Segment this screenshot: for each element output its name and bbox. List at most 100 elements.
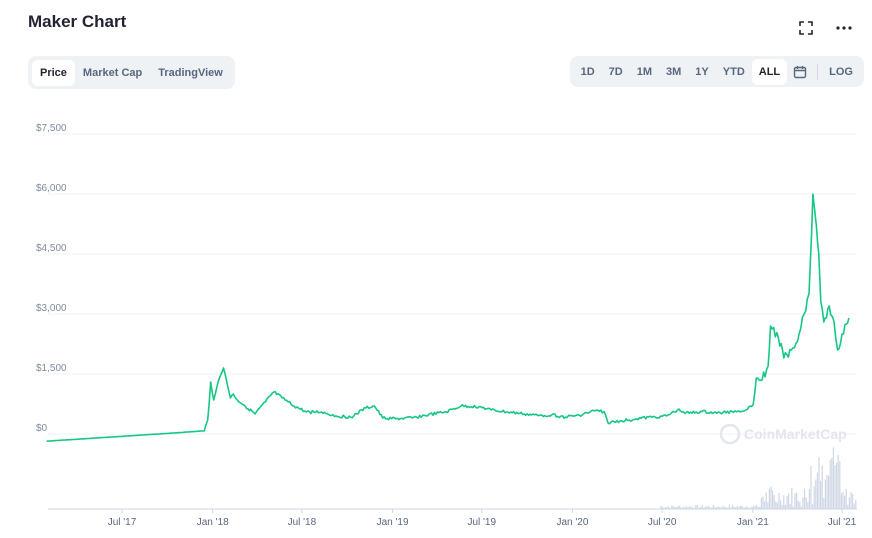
- volume-bar: [756, 505, 758, 509]
- volume-bar: [813, 486, 815, 509]
- volume-bar: [823, 498, 825, 509]
- volume-bar: [744, 507, 746, 509]
- volume-bar: [709, 507, 711, 509]
- volume-bar: [773, 495, 775, 509]
- volume-bar: [719, 507, 721, 509]
- volume-bar: [824, 479, 826, 509]
- volume-bar: [810, 465, 812, 509]
- volume-bar: [724, 506, 726, 509]
- volume-bar: [725, 506, 727, 509]
- coinmarketcap-watermark: CoinMarketCap: [719, 423, 847, 445]
- volume-bar: [796, 492, 798, 509]
- range-1y[interactable]: 1Y: [695, 65, 709, 78]
- volume-bar: [844, 495, 846, 509]
- volume-bar: [783, 495, 785, 509]
- range-divider: [817, 63, 819, 80]
- volume-bar: [748, 507, 750, 509]
- volume-bar: [669, 507, 671, 509]
- volume-bar: [767, 502, 769, 509]
- chart-type-tabs: Price Market Cap TradingView: [28, 56, 235, 89]
- y-tick-label: $7,500: [36, 123, 67, 134]
- volume-bar: [752, 506, 754, 509]
- volume-bar: [797, 500, 799, 509]
- volume-bar: [733, 506, 735, 509]
- range-ytd[interactable]: YTD: [722, 65, 745, 78]
- volume-bar: [696, 505, 698, 509]
- volume-bar: [708, 506, 710, 509]
- volume-bar: [661, 506, 663, 509]
- price-line: [46, 193, 850, 442]
- volume-bar: [812, 504, 814, 509]
- volume-bar: [800, 506, 802, 509]
- volume-bar: [829, 459, 831, 509]
- volume-bar: [695, 505, 697, 509]
- tab-tradingview[interactable]: TradingView: [158, 66, 223, 79]
- volume-bar: [716, 507, 718, 509]
- fullscreen-icon[interactable]: [796, 18, 816, 38]
- range-1m[interactable]: 1M: [636, 65, 653, 78]
- volume-bar: [743, 507, 745, 509]
- volume-bar: [735, 507, 737, 509]
- watermark-text: CoinMarketCap: [744, 426, 847, 442]
- volume-bar: [732, 505, 734, 509]
- volume-bar: [736, 506, 738, 509]
- volume-bar: [791, 487, 793, 509]
- volume-bar: [757, 507, 759, 509]
- calendar-icon[interactable]: [787, 61, 813, 83]
- volume-bar: [730, 507, 732, 509]
- tab-price[interactable]: Price: [32, 59, 75, 86]
- y-tick-label: $1,500: [36, 363, 67, 374]
- volume-bar: [768, 488, 770, 509]
- volume-bar: [680, 507, 682, 509]
- range-3m[interactable]: 3M: [666, 65, 682, 78]
- volume-bar: [778, 493, 780, 509]
- range-7d[interactable]: 7D: [608, 65, 623, 78]
- volume-bar: [820, 481, 822, 509]
- volume-bar: [836, 462, 838, 509]
- volume-bar: [845, 489, 847, 509]
- volume-bar: [701, 505, 703, 509]
- volume-bar: [837, 455, 839, 509]
- volume-bar: [704, 506, 706, 509]
- y-tick-label: $0: [36, 423, 48, 434]
- more-dots-icon[interactable]: [834, 18, 854, 38]
- volume-bar: [679, 506, 681, 509]
- chart-title: Maker Chart: [28, 12, 127, 31]
- volume-bar: [692, 507, 694, 509]
- volume-bar: [805, 497, 807, 509]
- log-toggle[interactable]: LOG: [829, 65, 853, 78]
- time-range-selector: 1D 7D 1M 3M 1Y YTD ALL LOG: [569, 56, 864, 87]
- tab-market-cap[interactable]: Market Cap: [82, 66, 143, 79]
- volume-bar: [672, 506, 674, 509]
- volume-bar: [789, 504, 791, 509]
- x-tick-label: Jul '18: [288, 517, 317, 528]
- volume-bar: [765, 492, 767, 509]
- volume-bar: [794, 493, 796, 509]
- volume-bar: [698, 507, 700, 509]
- volume-bar: [826, 474, 828, 509]
- volume-bar: [700, 506, 702, 509]
- x-tick-label: Jul '21: [828, 517, 857, 528]
- chart-toolbar: [796, 18, 854, 38]
- volume-bar: [834, 465, 836, 509]
- volume-bar: [728, 505, 730, 509]
- volume-bar: [802, 497, 804, 509]
- volume-bar: [759, 506, 761, 509]
- y-tick-label: $3,000: [36, 303, 67, 314]
- range-1d[interactable]: 1D: [580, 65, 595, 78]
- range-all[interactable]: ALL: [751, 58, 788, 85]
- x-tick-label: Jan '21: [737, 517, 769, 528]
- volume-bar: [850, 491, 852, 509]
- y-tick-label: $6,000: [36, 183, 67, 194]
- volume-bar: [693, 507, 695, 509]
- volume-bar: [821, 465, 823, 509]
- volume-bar: [780, 500, 782, 509]
- y-tick-label: $4,500: [36, 243, 67, 254]
- x-tick-label: Jan '20: [556, 517, 588, 528]
- volume-bar: [671, 505, 673, 509]
- volume-bar: [685, 506, 687, 509]
- volume-bar: [674, 506, 676, 509]
- volume-bar: [738, 506, 740, 509]
- volume-bar: [722, 505, 724, 509]
